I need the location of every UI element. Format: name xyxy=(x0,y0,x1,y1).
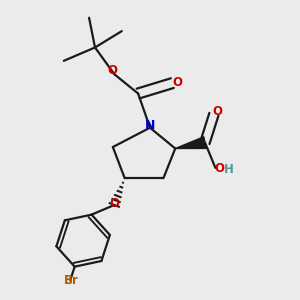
Polygon shape xyxy=(175,137,206,148)
Text: O: O xyxy=(212,106,223,118)
Text: O: O xyxy=(109,197,119,210)
Text: N: N xyxy=(145,119,155,132)
Text: H: H xyxy=(224,163,233,176)
Text: Br: Br xyxy=(64,274,79,287)
Text: O: O xyxy=(108,64,118,77)
Text: O: O xyxy=(172,76,183,89)
Text: O: O xyxy=(214,162,224,175)
